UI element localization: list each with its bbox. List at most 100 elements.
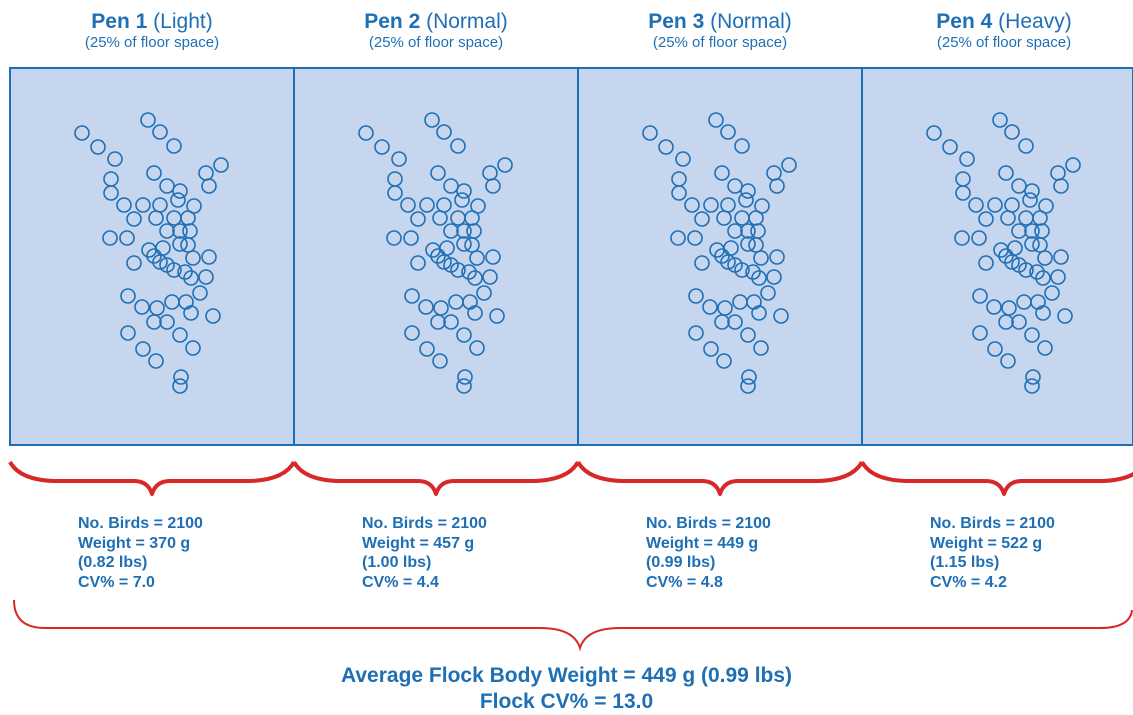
pen-1-type: (Light) (153, 10, 213, 33)
bird-icon (1018, 138, 1034, 154)
bird-icon (1053, 249, 1069, 265)
pen-2-type: (Normal) (426, 10, 508, 33)
pen-1-weight: Weight = 370 g (78, 534, 191, 552)
bird-icon (714, 248, 730, 264)
bird-icon (419, 341, 435, 357)
bird-icon (126, 255, 142, 271)
bird-icon (972, 325, 988, 341)
pen-2-birds: No. Birds = 2100 (362, 515, 487, 532)
bird-icon (1024, 183, 1040, 199)
pen-4-birds: No. Birds = 2100 (930, 515, 1055, 532)
bird-icon (148, 210, 164, 226)
bird-icon (183, 305, 199, 321)
bird-icon (1065, 157, 1081, 173)
pen-4-type: (Heavy) (998, 10, 1072, 33)
pen-3-birds: No. Birds = 2100 (646, 515, 771, 532)
bird-icon (720, 254, 736, 270)
bird-icon (751, 305, 767, 321)
bird-icon (467, 305, 483, 321)
bird-icon (745, 264, 761, 280)
pen-2-stats: No. Birds = 2100 Weight = 457 g (1.00 lb… (362, 514, 487, 592)
bird-icon (497, 157, 513, 173)
bird-icon (1029, 264, 1045, 280)
bird-icon (464, 237, 480, 253)
bird-icon (766, 269, 782, 285)
bird-icon (424, 112, 440, 128)
bird-icon (727, 178, 743, 194)
bird-icon (734, 138, 750, 154)
bird-icon (436, 124, 452, 140)
bird-icon (740, 327, 756, 343)
bird-icon (432, 210, 448, 226)
bird-icon (213, 157, 229, 173)
bird-icon (753, 340, 769, 356)
bird-icon (954, 230, 970, 246)
bird-icon (186, 198, 202, 214)
pen-2-name: Pen 2 (364, 10, 421, 33)
bird-icon (688, 288, 704, 304)
pen-3-floor-space: (25% of floor space) (652, 34, 788, 51)
bird-icon (781, 157, 797, 173)
bird-icon (942, 139, 958, 155)
pen-3-weight-lbs: (0.99 lbs) (646, 554, 716, 571)
bird-icon (205, 308, 221, 324)
bird-icon (457, 369, 473, 385)
flock-brace (13, 599, 1133, 652)
bird-icon (740, 236, 756, 252)
bird-icon (1025, 369, 1041, 385)
bird-icon (1037, 250, 1053, 266)
bird-icon (753, 250, 769, 266)
bird-icon (166, 262, 182, 278)
bird-icon (185, 340, 201, 356)
bird-icon (116, 197, 132, 213)
bird-icon (972, 288, 988, 304)
bird-icon (740, 378, 756, 394)
bird-icon (374, 139, 390, 155)
bird-icon (734, 262, 750, 278)
bird-icon (419, 197, 435, 213)
bird-icon (1004, 124, 1020, 140)
bird-icon (456, 327, 472, 343)
bird-icon (183, 270, 199, 286)
bird-icon (955, 185, 971, 201)
bird-icon (456, 183, 472, 199)
bird-icon (760, 285, 776, 301)
pen-2-header: Pen 2 (Normal) (25% of floor space) (294, 10, 578, 52)
bird-icon (90, 139, 106, 155)
bird-icon (1035, 305, 1051, 321)
bird-icon (469, 250, 485, 266)
pen-3-header: Pen 3 (Normal) (25% of floor space) (578, 10, 862, 52)
pen-2-cv: CV% = 4.4 (362, 573, 439, 591)
bird-icon (119, 230, 135, 246)
bird-icon (688, 325, 704, 341)
bird-icon (450, 138, 466, 154)
bird-icon (1024, 236, 1040, 252)
bird-icon (476, 285, 492, 301)
bird-icon (1022, 192, 1038, 208)
bird-icon (107, 151, 123, 167)
pen-1-header: Pen 1 (Light) (25% of floor space) (10, 10, 294, 52)
bird-icon (443, 223, 459, 239)
pen-2-weight: Weight = 457 g (362, 534, 475, 552)
pen-4-stats: No. Birds = 2100 Weight = 522 g (1.15 lb… (930, 514, 1055, 592)
bird-icon (714, 314, 730, 330)
bird-icon (135, 341, 151, 357)
bird-icon (727, 223, 743, 239)
barn-floor (9, 67, 1133, 446)
bird-icon (971, 230, 987, 246)
pen-4-floor-space: (25% of floor space) (936, 34, 1072, 51)
bird-icon (159, 223, 175, 239)
bird-icon (467, 270, 483, 286)
pen-1-floor-space: (25% of floor space) (84, 34, 220, 51)
bird-icon (754, 198, 770, 214)
bird-icon (430, 165, 446, 181)
pen-4-brace (860, 460, 1133, 496)
bird-icon (703, 341, 719, 357)
pen-3-brace (576, 460, 864, 496)
bird-icon (687, 230, 703, 246)
bird-icon (470, 198, 486, 214)
bird-icon (978, 255, 994, 271)
pen-3-stats: No. Birds = 2100 Weight = 449 g (0.99 lb… (646, 514, 771, 592)
bird-icon (177, 264, 193, 280)
bird-icon (358, 125, 374, 141)
